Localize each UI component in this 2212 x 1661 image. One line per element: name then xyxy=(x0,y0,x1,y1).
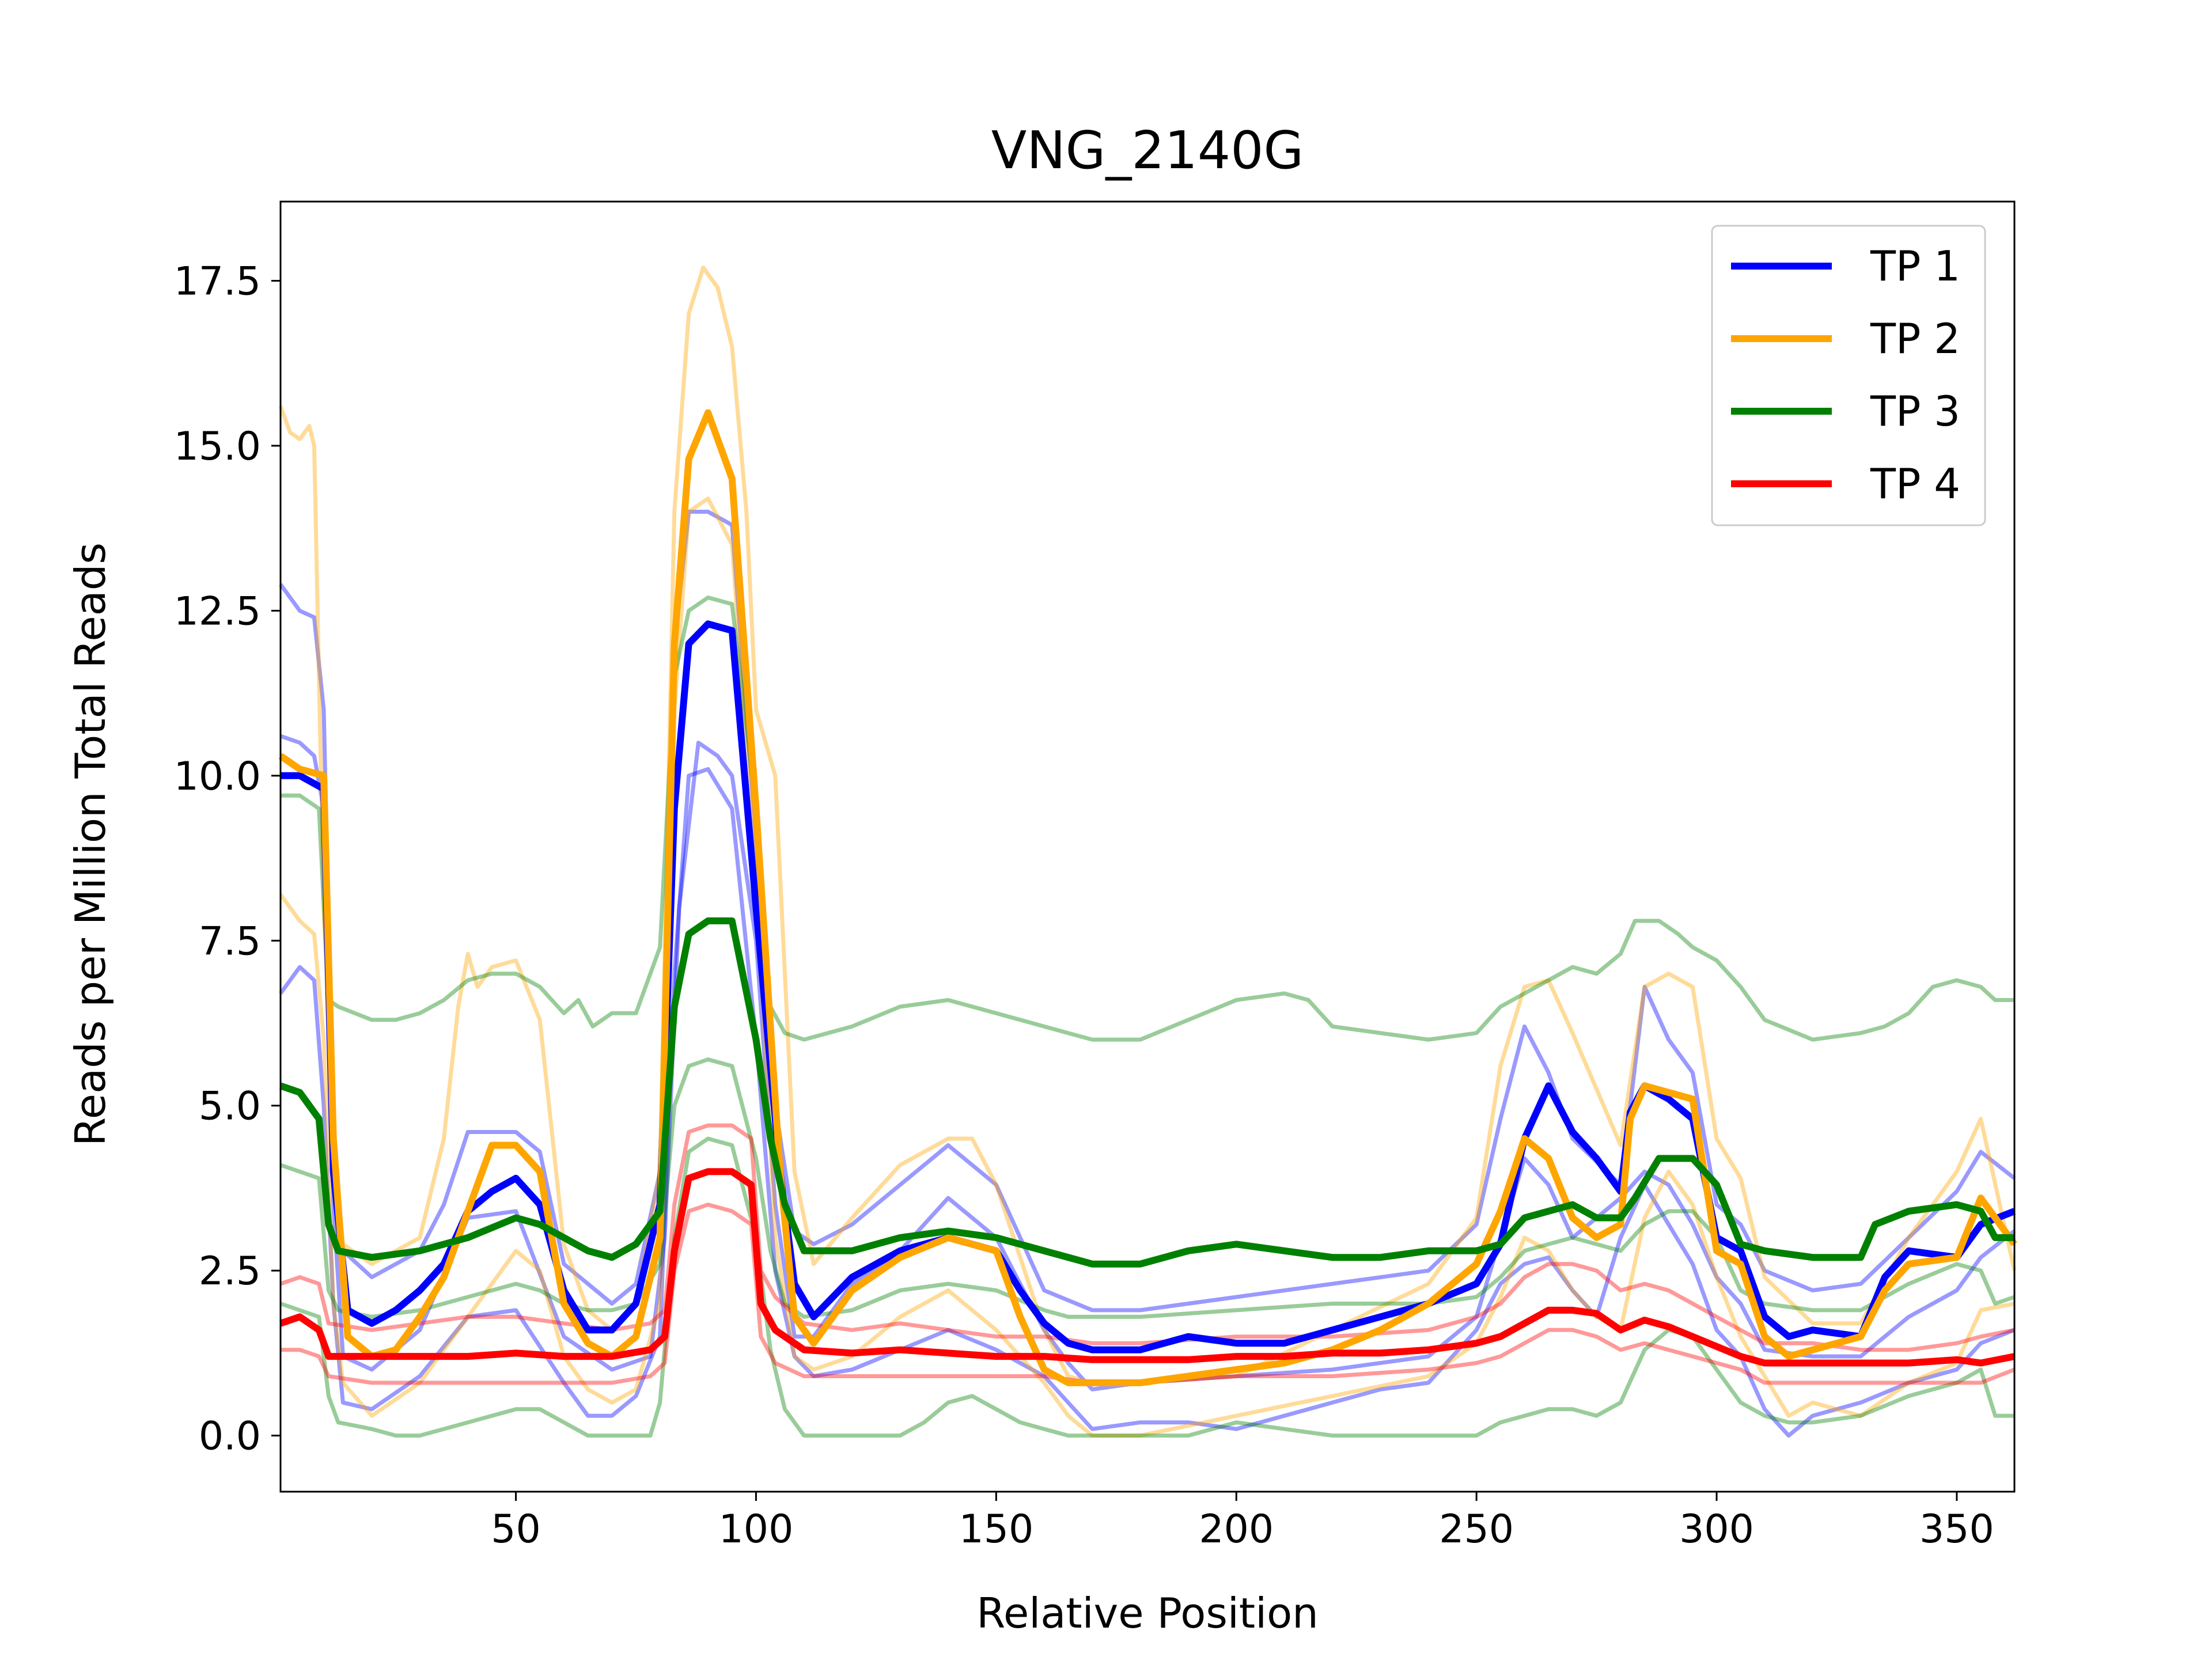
legend-label-tp-1: TP 1 xyxy=(1870,242,1960,290)
x-axis-label: Relative Position xyxy=(976,1589,1319,1637)
legend: TP 1 TP 2 TP 3 TP 4 xyxy=(1711,225,1986,526)
y-tick-label: 2.5 xyxy=(199,1249,261,1294)
y-axis: 0.0 2.5 5.0 7.5 10.0 12.5 15.0 17.5 xyxy=(174,259,281,1459)
legend-label-tp-3: TP 3 xyxy=(1870,387,1960,435)
y-tick-label: 17.5 xyxy=(174,259,261,304)
replicate-line-10 xyxy=(281,1203,2016,1385)
x-tick-label: 150 xyxy=(959,1507,1033,1552)
replicate-line-7 xyxy=(279,1057,2016,1319)
y-tick-label: 7.5 xyxy=(199,919,261,964)
replicate-line-8 xyxy=(279,1136,2014,1438)
series-line-tp-2 xyxy=(278,409,2017,1386)
series-lines xyxy=(278,409,2017,1386)
y-tick-label: 10.0 xyxy=(174,754,261,799)
x-tick-label: 350 xyxy=(1919,1507,1994,1552)
y-tick-label: 0.0 xyxy=(199,1414,261,1459)
legend-label-tp-4: TP 4 xyxy=(1870,460,1960,508)
y-tick-label: 5.0 xyxy=(199,1084,261,1129)
series-line-tp-4 xyxy=(279,1168,2016,1367)
replicate-line-5 xyxy=(279,496,2015,1438)
y-tick-label: 15.0 xyxy=(174,424,261,469)
x-tick-label: 50 xyxy=(491,1507,541,1552)
x-tick-label: 200 xyxy=(1199,1507,1274,1552)
replicate-line-4 xyxy=(278,266,2017,1385)
chart-title: VNG_2140G xyxy=(991,120,1304,181)
x-tick-label: 300 xyxy=(1679,1507,1754,1552)
legend-label-tp-2: TP 2 xyxy=(1870,314,1960,363)
series-line-tp-3 xyxy=(279,917,2014,1268)
replicate-line-1 xyxy=(279,510,2016,1313)
y-axis-label: Reads per Million Total Reads xyxy=(66,543,115,1146)
replicate-line-9 xyxy=(279,1123,2015,1352)
x-tick-label: 250 xyxy=(1439,1507,1514,1552)
x-tick-label: 100 xyxy=(719,1507,794,1552)
y-tick-label: 12.5 xyxy=(174,589,261,634)
replicate-line-3 xyxy=(279,767,2016,1438)
x-axis: 50 100 150 200 250 300 350 xyxy=(491,1492,1994,1552)
replicate-line-6 xyxy=(281,596,2014,1042)
legend-frame xyxy=(1711,225,1986,526)
plot-frame xyxy=(279,200,2016,1493)
